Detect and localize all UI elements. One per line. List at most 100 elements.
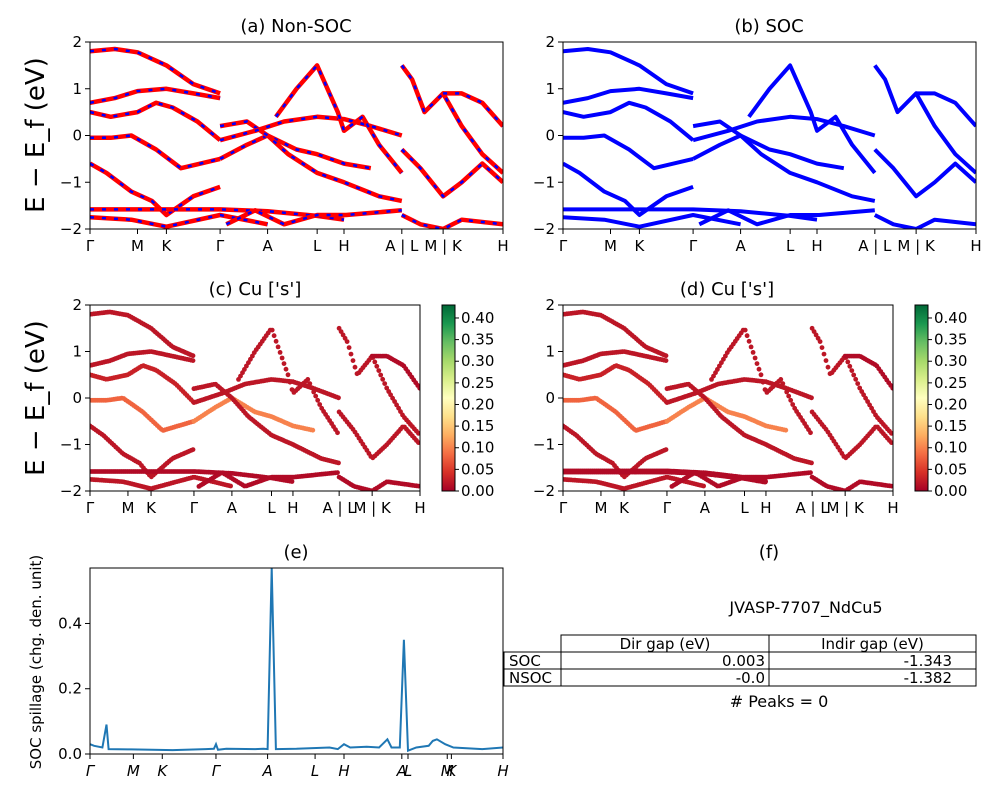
xtick-label: L	[740, 499, 749, 517]
xtick-label: L	[313, 237, 322, 255]
band-line-nonsoc-15	[400, 212, 503, 229]
colorbar-tick-label: 0.05	[461, 460, 494, 478]
xtick-label: Γ	[216, 237, 225, 255]
band-point	[783, 427, 789, 433]
plot-frame	[89, 567, 504, 755]
panel-a-bands	[90, 46, 503, 229]
band-point	[849, 368, 855, 373]
band-dash-4	[90, 162, 221, 217]
xtick-label: H	[811, 237, 822, 255]
xtick-label: A	[396, 762, 407, 780]
xtick-label: Γ	[663, 499, 672, 517]
xtick-label: H	[760, 499, 771, 517]
ytick-label: 0	[72, 127, 82, 145]
xtick-label: Γ	[689, 237, 698, 255]
band-line-soc-14	[916, 91, 976, 128]
band-line-soc-10	[747, 63, 877, 175]
ytick-label: 0.2	[58, 680, 82, 698]
panel-e-title: (e)	[283, 542, 308, 563]
band-dash-9	[219, 115, 403, 142]
band-point	[344, 339, 350, 344]
xtick-label: A | L	[323, 499, 357, 517]
gap-table: Dir gap (eV) Indir gap (eV) SOC 0.003 -1.343…	[503, 634, 977, 687]
spillage-line	[90, 568, 503, 753]
band-dash-0	[90, 47, 221, 95]
ytick-label: −2	[533, 220, 555, 238]
band-point	[756, 366, 762, 372]
table-cell-indir: -1.382	[904, 669, 952, 687]
band-point	[821, 351, 827, 357]
band-point	[285, 372, 291, 378]
table-cell-dir: 0.003	[722, 652, 765, 670]
band-dash-11	[225, 208, 402, 226]
xtick-label: H	[338, 762, 349, 780]
table-cell-dir: -0.0	[736, 669, 765, 687]
band-point	[780, 381, 786, 386]
xtick-label: Γ	[190, 499, 199, 517]
xtick-label: M	[121, 499, 134, 517]
peaks-label: # Peaks = 0	[730, 692, 829, 711]
panel-e-ylabel: SOC spillage (chg. den. unit)	[27, 555, 45, 770]
panel-f-title: (f)	[759, 542, 779, 563]
energy-axis-label: E − E_f (eV)	[21, 57, 51, 213]
xtick-label: A	[227, 499, 238, 517]
ytick-label: 2	[72, 33, 82, 51]
colorbar-tick-label: 0.15	[461, 417, 494, 435]
band-point	[384, 385, 390, 391]
xtick-label: H	[338, 237, 349, 255]
band-dash-7	[219, 134, 372, 170]
band-line-soc-12	[873, 148, 976, 199]
band-point	[190, 447, 196, 452]
band-point	[758, 372, 764, 378]
band-line-soc-11	[698, 208, 875, 227]
band-point	[663, 358, 669, 363]
band-point	[348, 351, 354, 357]
band-point	[889, 483, 893, 489]
band-point	[416, 430, 420, 436]
colorbar-tick-label: 0.00	[934, 482, 967, 500]
band-line-soc-0	[563, 47, 694, 96]
band-line-soc-8	[692, 119, 876, 203]
band-dash-12	[400, 148, 503, 199]
colorbar-tick-label: 0.30	[461, 352, 494, 370]
band-point	[313, 393, 319, 399]
xtick-label: M	[604, 237, 617, 255]
band-point	[305, 377, 311, 382]
band-point	[890, 385, 893, 391]
panel-c-points	[90, 309, 420, 491]
band-point	[782, 385, 788, 391]
band-line-soc-9	[692, 114, 876, 143]
colorbar-tick-label: 0.25	[934, 374, 967, 392]
band-point	[784, 389, 790, 395]
xtick-label: H	[497, 237, 508, 255]
xtick-label: L	[404, 762, 412, 780]
band-dash-15	[401, 213, 503, 229]
band-line-soc-15	[873, 213, 976, 229]
colorbar-gradient	[441, 304, 456, 492]
ytick-label: −2	[60, 220, 82, 238]
ytick-label: −1	[60, 436, 82, 454]
panel-e-line	[90, 568, 503, 753]
plot-frame	[89, 304, 421, 492]
band-point	[336, 460, 341, 466]
band-point	[336, 395, 341, 401]
band-point	[309, 385, 315, 391]
band-point	[275, 344, 281, 350]
band-point	[817, 339, 823, 344]
band-point	[809, 395, 814, 401]
band-point	[760, 379, 766, 385]
band-point	[752, 355, 758, 361]
colorbar-tick-label: 0.40	[934, 309, 967, 327]
table-row-label: SOC	[509, 652, 541, 670]
panel-c-title: (c) Cu ['s']	[209, 279, 302, 300]
band-point	[310, 427, 316, 433]
band-point	[847, 363, 853, 369]
band-point	[376, 368, 382, 373]
xtick-label: M | K	[353, 499, 392, 517]
colorbar-tick-label: 0.20	[461, 395, 494, 413]
band-point	[809, 460, 814, 466]
band-dash-3	[90, 134, 221, 170]
band-point	[374, 363, 380, 369]
colorbar-tick-label: 0.35	[934, 331, 967, 349]
colorbar-tick-label: 0.20	[934, 395, 967, 413]
